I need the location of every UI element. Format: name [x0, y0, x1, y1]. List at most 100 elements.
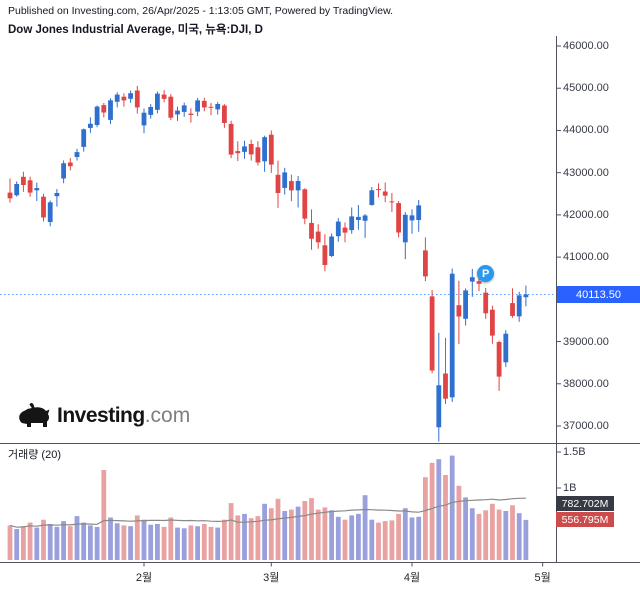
volume-indicator-label[interactable]: 거래량 (20) — [8, 449, 61, 461]
candle-body — [416, 205, 422, 220]
volume-bar — [429, 462, 435, 560]
volume-bar — [215, 527, 221, 560]
published-line: Published on Investing.com, 26/Apr/2025 … — [8, 5, 394, 17]
volume-bar — [356, 513, 361, 560]
candle-body — [382, 191, 388, 196]
volume-bar — [349, 515, 355, 560]
volume-bar — [161, 526, 167, 560]
bull-icon — [19, 403, 50, 427]
candle-body — [188, 113, 194, 115]
candle-body — [443, 373, 448, 399]
candle-body — [429, 296, 435, 371]
candle-body — [396, 203, 401, 233]
candle-body — [356, 216, 361, 220]
volume-bar — [41, 519, 46, 560]
candle-body — [208, 106, 214, 108]
candle-body — [476, 281, 482, 284]
volume-bar — [235, 515, 241, 560]
candle-body — [101, 105, 107, 113]
candle-body — [148, 107, 154, 115]
candle-body — [168, 96, 174, 118]
volume-bar — [181, 528, 187, 560]
logo-text-suffix: .com — [144, 404, 191, 427]
volume-bar — [335, 516, 341, 560]
candle-body — [335, 221, 341, 237]
volume-bar — [510, 505, 515, 560]
volume-bar — [14, 529, 20, 560]
candle-body — [47, 202, 53, 222]
volume-bar — [201, 524, 207, 560]
candle-body — [409, 215, 415, 221]
candle-body — [74, 152, 80, 157]
volume-bar — [155, 524, 160, 560]
volume-bar — [396, 513, 401, 560]
candle-body — [456, 305, 462, 317]
volume-bars-layer — [7, 455, 529, 560]
volume-bar — [141, 519, 147, 560]
volume-bar — [362, 495, 368, 560]
candle-body — [108, 100, 113, 120]
candle-body — [61, 163, 66, 179]
logo-text-main: Investing — [57, 404, 145, 427]
volume-bar — [255, 516, 261, 560]
volume-bar — [302, 501, 308, 560]
candle-body — [14, 184, 20, 196]
volume-bar — [21, 526, 26, 560]
volume-bar — [268, 508, 274, 560]
candle-body — [114, 94, 120, 102]
volume-bar — [195, 526, 200, 560]
candle-body — [376, 189, 381, 191]
candle-body — [67, 162, 73, 167]
volume-bar — [242, 513, 247, 560]
candle-body — [302, 189, 308, 219]
volume-bar — [134, 515, 140, 560]
candle-body — [54, 193, 60, 197]
candle-body — [262, 137, 267, 162]
candle-body — [510, 303, 515, 316]
candle-body — [34, 188, 40, 191]
volume-bar — [376, 522, 381, 560]
volume-bar — [423, 477, 428, 560]
volume-bar — [208, 526, 214, 560]
volume-bar — [81, 522, 87, 560]
volume-bar — [409, 517, 415, 560]
candle-body — [369, 190, 375, 205]
candle-body — [496, 342, 502, 377]
last-volume-badge: 556.795M — [556, 512, 614, 528]
volume-bar — [289, 509, 294, 560]
candle-body — [268, 134, 274, 165]
volume-bar — [389, 520, 395, 560]
volume-bar — [228, 503, 234, 560]
candle-body — [215, 104, 221, 110]
volume-bar — [121, 525, 127, 560]
volume-bar — [315, 509, 321, 560]
candle-body — [242, 146, 247, 152]
volume-bar — [463, 497, 468, 560]
volume-bar — [476, 513, 482, 560]
volume-bar — [329, 510, 334, 560]
candle-body — [282, 172, 288, 188]
volume-bar — [54, 526, 60, 560]
volume-bar — [7, 525, 13, 560]
candle-body — [235, 151, 241, 154]
volume-ma-line — [9, 497, 526, 528]
volume-bar — [27, 522, 33, 560]
candle-body — [389, 201, 395, 203]
candle-body — [436, 385, 442, 428]
volume-ma-badge: 782.702M — [556, 496, 614, 512]
volume-bar — [188, 525, 194, 560]
volume-bar — [295, 506, 301, 560]
volume-bar — [275, 498, 281, 560]
volume-bar — [309, 498, 314, 560]
volume-bar — [108, 517, 113, 560]
candle-body — [449, 273, 455, 398]
candle-body — [27, 180, 33, 193]
p-marker[interactable]: P — [477, 265, 495, 283]
candle-body — [295, 181, 301, 191]
candle-body — [322, 245, 328, 265]
volume-bar — [342, 519, 348, 560]
volume-bar — [248, 518, 254, 560]
candle-body — [222, 105, 227, 123]
candle-body — [41, 196, 46, 218]
